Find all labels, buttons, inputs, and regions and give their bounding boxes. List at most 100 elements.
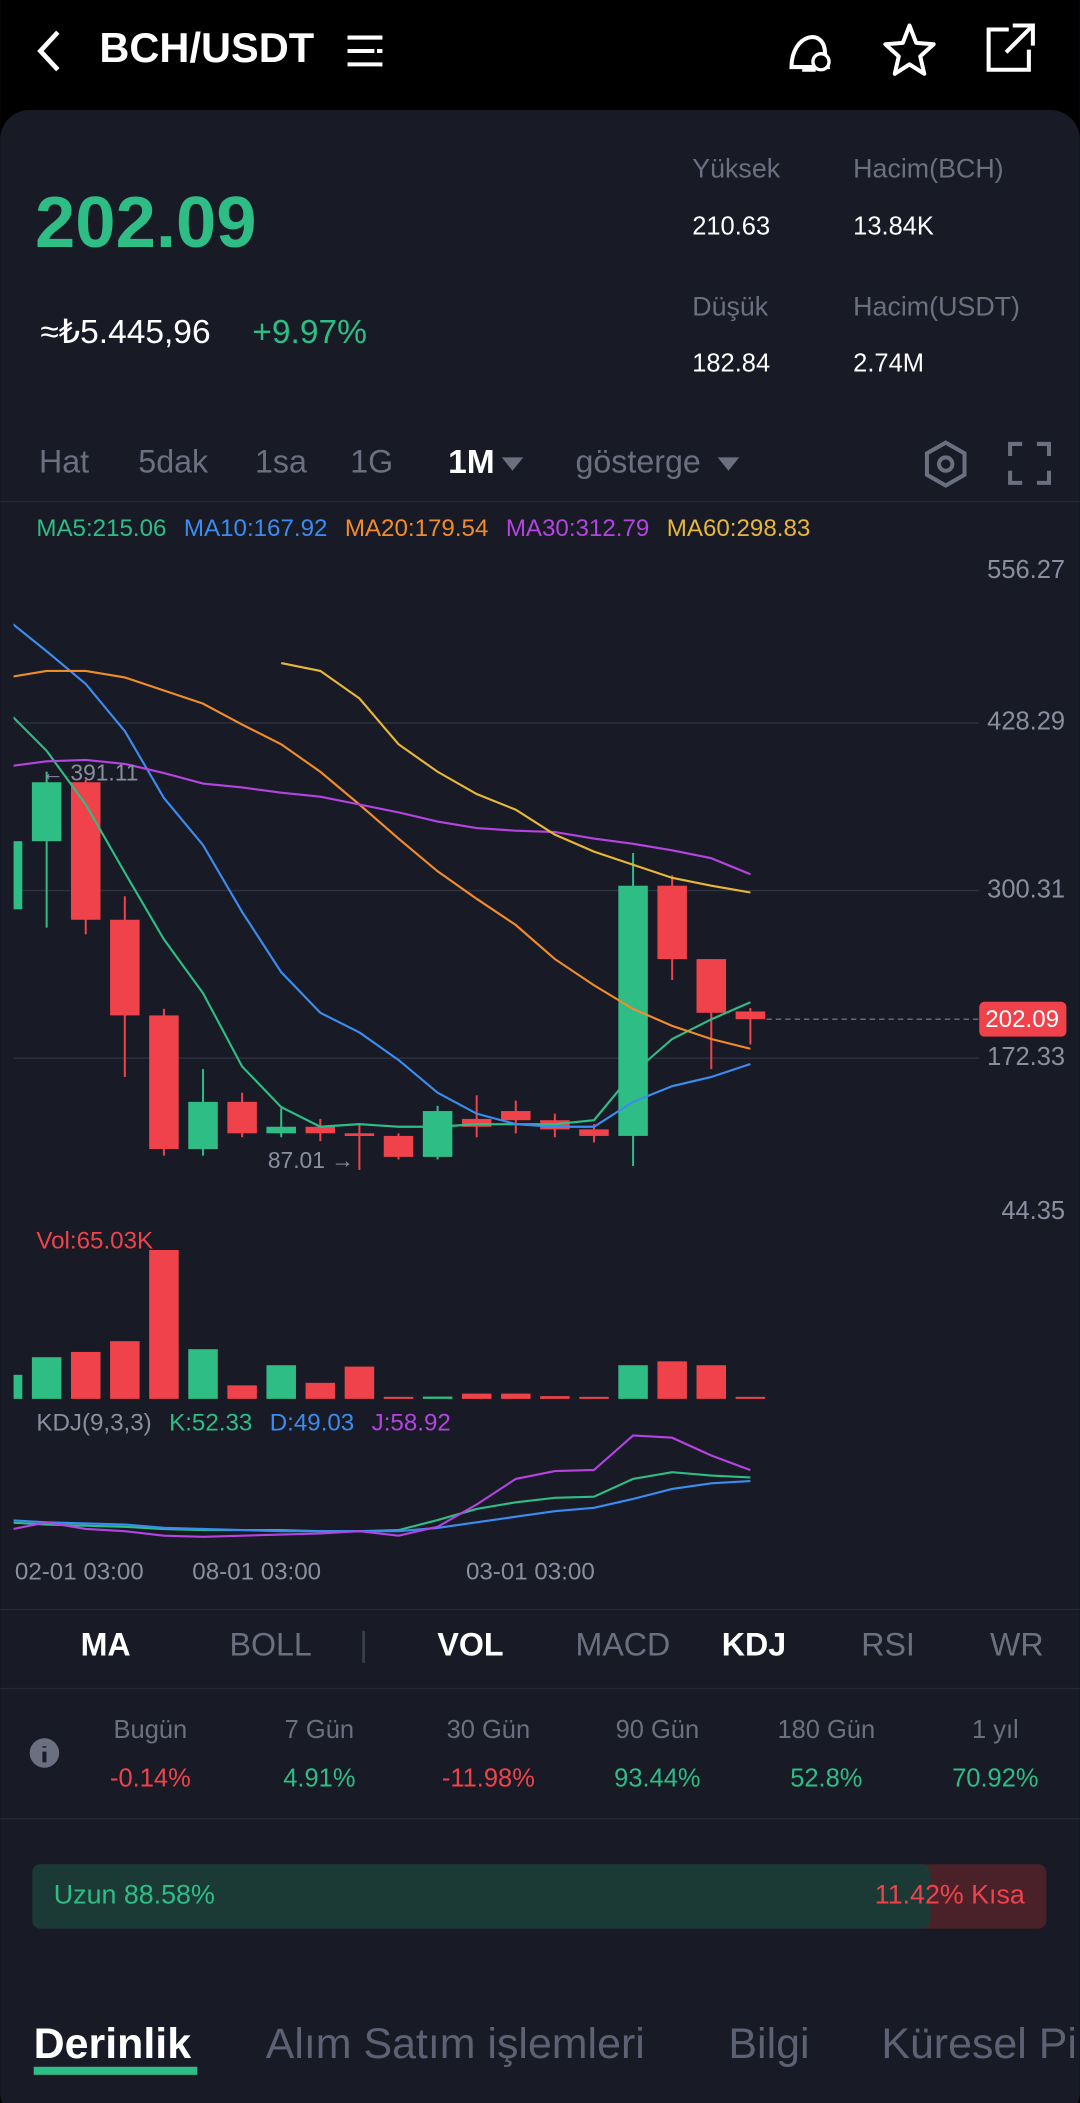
indicator-tab[interactable]: WR	[990, 1626, 1044, 1662]
candle-body	[618, 885, 648, 1136]
volume-bar	[540, 1396, 570, 1399]
timeframe-tab-active[interactable]: 1M	[448, 444, 495, 481]
settings-icon-center	[936, 455, 955, 473]
bottom-tab[interactable]: Alım Satım işlemleri	[266, 2020, 645, 2068]
chart: 44.35 172.33 300.31 428.29 556.27 MA5:215.06 M…	[13, 515, 1067, 1586]
period-label: 180 Gün	[777, 1716, 875, 1744]
volume-bar	[579, 1396, 609, 1399]
ma-legend: MA5:215.06	[36, 515, 166, 542]
volume-bar	[344, 1366, 375, 1399]
fullscreen-icon[interactable]	[1008, 441, 1051, 485]
ma-line	[13, 758, 751, 876]
bottom-tab-active[interactable]: Derinlik	[34, 2020, 192, 2068]
candle-body	[579, 1129, 609, 1136]
candle-body	[696, 959, 727, 1013]
candle-body	[657, 885, 687, 960]
last-price: 202.09	[35, 182, 256, 263]
fiat-price: ≈₺5.445,96	[40, 314, 210, 351]
candle-body	[149, 1015, 179, 1150]
period-label: 1 yıl	[972, 1716, 1019, 1744]
y-tick-label: 428.29	[987, 708, 1065, 736]
candle-body	[383, 1135, 414, 1157]
volume-bar	[188, 1349, 218, 1399]
indicator-tab[interactable]: RSI	[861, 1626, 915, 1662]
stat-label: Hacim(USDT)	[853, 292, 1020, 322]
y-tick-label: 300.31	[987, 875, 1065, 903]
bottom-tab[interactable]: Küresel Pi	[881, 2020, 1077, 2068]
volume-bar	[110, 1341, 140, 1399]
dropdown-arrow	[501, 457, 524, 471]
volume-bar	[266, 1365, 296, 1399]
stat-label: Düşük	[692, 292, 769, 322]
y-tick-label: 44.35	[1001, 1197, 1065, 1225]
back-button[interactable]	[37, 30, 60, 72]
indicator-tab-active[interactable]: KDJ	[722, 1626, 786, 1662]
candle-body	[501, 1111, 531, 1121]
ma-legend: MA30:312.79	[506, 515, 650, 542]
candle-body	[227, 1101, 257, 1134]
menu-icon[interactable]	[347, 35, 383, 67]
volume-bar	[13, 1374, 23, 1399]
short-label: 11.42% Kısa	[875, 1880, 1025, 1910]
indicator-tab[interactable]: MACD	[576, 1626, 671, 1662]
share-icon[interactable]	[986, 23, 1035, 72]
extreme-label: ← 391.11	[41, 759, 138, 785]
ma-line	[13, 716, 751, 1128]
candle-body	[344, 1133, 375, 1136]
timeframe-tab[interactable]: 1sa	[255, 444, 307, 480]
ma-legend: MA10:167.92	[184, 515, 328, 542]
panel	[0, 109, 1080, 2103]
timeframe-tab[interactable]: 1G	[350, 444, 393, 480]
indicator-tab-active[interactable]: VOL	[437, 1626, 503, 1662]
long-bar	[32, 1864, 931, 1929]
kdj-legend: D:49.03	[270, 1410, 355, 1437]
candle-body	[110, 919, 140, 1016]
pair-title[interactable]: BCH/USDT	[99, 24, 314, 71]
volume-bar	[31, 1357, 62, 1399]
period-change: 4.91%	[283, 1765, 355, 1793]
volume-bar	[383, 1396, 414, 1399]
plot-area	[13, 623, 766, 1538]
period-change: 93.44%	[614, 1765, 700, 1793]
stat-label: Hacim(BCH)	[853, 153, 1003, 183]
ma-legend: MA20:179.54	[345, 515, 489, 542]
y-tick-label: 172.33	[987, 1043, 1065, 1071]
stat-value: 2.74M	[853, 350, 924, 378]
stat-label: Yüksek	[692, 153, 781, 183]
last-price-tag	[979, 1001, 1067, 1037]
volume-bar	[501, 1393, 531, 1399]
volume-bar	[422, 1396, 453, 1399]
indicator-menu[interactable]: gösterge	[576, 444, 701, 480]
timeframe-tab[interactable]: 5dak	[138, 444, 209, 480]
bottom-tab[interactable]: Bilgi	[728, 2020, 809, 2068]
volume-label: Vol:65.03K	[36, 1227, 153, 1254]
extreme-label: 87.01 →	[268, 1147, 354, 1173]
volume-bar	[696, 1365, 727, 1399]
period-change: 70.92%	[952, 1765, 1038, 1793]
indicator-tab-active[interactable]: MA	[81, 1626, 131, 1662]
candle-body	[188, 1101, 218, 1150]
stat-value: 182.84	[692, 350, 770, 378]
change: +9.97%	[252, 314, 367, 351]
period-label: Bugün	[114, 1716, 188, 1744]
timeframe-tab[interactable]: Hat	[39, 444, 89, 480]
stat-value: 210.63	[692, 213, 770, 241]
period-change: -11.98%	[442, 1765, 535, 1793]
y-tick-label: 556.27	[987, 556, 1065, 584]
candle-body	[305, 1126, 336, 1134]
period-label: 30 Gün	[447, 1716, 531, 1744]
performance-row: Bugün -0.14% 7 Gün 4.91% 30 Gün -11.98% 90 Gün…	[110, 1716, 1039, 1792]
long-label: Uzun 88.58%	[54, 1880, 215, 1910]
active-tab-underline	[33, 2066, 198, 2075]
period-change: -0.14%	[110, 1765, 191, 1793]
period-change: 52.8%	[790, 1765, 862, 1793]
favorite-icon[interactable]	[883, 23, 936, 76]
settings-icon[interactable]	[924, 440, 967, 488]
ma-line	[13, 669, 751, 1050]
candle-body	[31, 782, 62, 842]
ma-line	[13, 623, 751, 1128]
indicator-tab[interactable]: BOLL	[230, 1626, 312, 1662]
kdj-line	[13, 1434, 751, 1538]
period-label: 7 Gün	[285, 1716, 354, 1744]
